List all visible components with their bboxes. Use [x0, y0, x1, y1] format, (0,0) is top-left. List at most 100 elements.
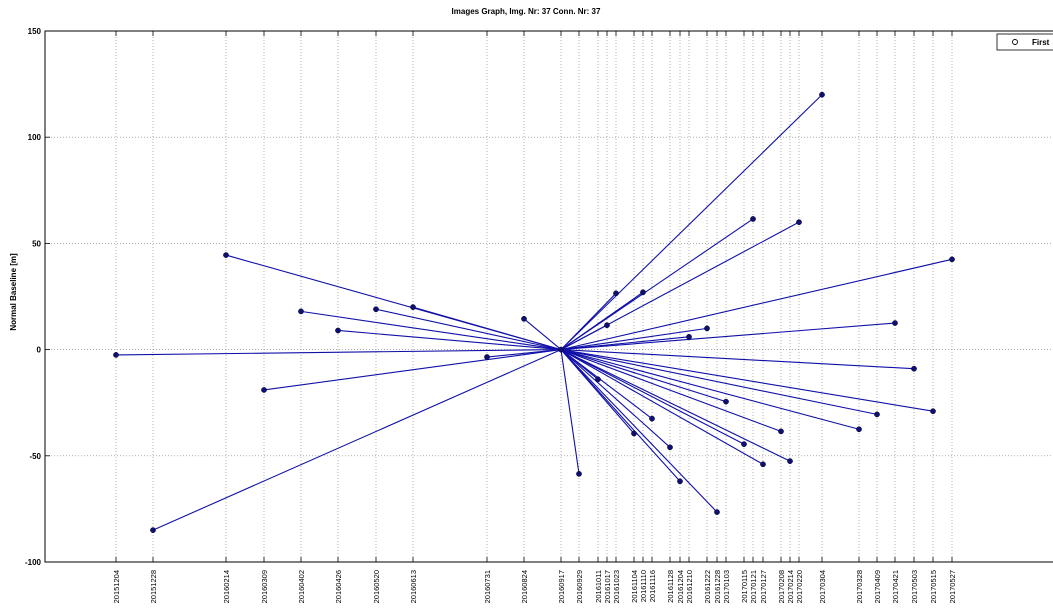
y-tick-label: 50 — [32, 239, 41, 248]
y-axis-label: Normal Baseline [m] — [9, 253, 18, 331]
data-point — [787, 458, 793, 464]
acquisition-points — [113, 91, 955, 533]
plot-area-frame — [44, 30, 1053, 563]
legend-marker — [1012, 39, 1018, 45]
x-tick-label: 20160426 — [334, 570, 343, 603]
connection-line — [560, 349, 681, 482]
connection-line — [152, 349, 562, 531]
data-point — [778, 428, 784, 435]
x-tick-label: 20160402 — [297, 570, 306, 603]
x-tick-label: 20170220 — [795, 570, 804, 603]
connection-line — [560, 218, 754, 351]
data-point — [930, 408, 936, 415]
x-tick-label: 20161023 — [612, 570, 621, 603]
connection-line — [560, 349, 580, 474]
data-point — [521, 315, 527, 322]
connection-line — [560, 327, 708, 351]
x-tick-label: 20161011 — [594, 570, 603, 603]
x-tick-label: 20170503 — [910, 570, 919, 603]
connection-line — [560, 349, 653, 420]
data-point — [649, 415, 655, 422]
data-point — [631, 430, 637, 437]
x-tick-label: 20170328 — [855, 570, 864, 603]
data-point — [704, 325, 710, 332]
x-tick-label: 20151228 — [149, 570, 158, 603]
x-tick-label: 20160929 — [575, 570, 584, 603]
legend: First — [996, 33, 1053, 51]
x-tick-label: 20161116 — [648, 570, 657, 602]
data-point — [640, 289, 646, 296]
connection-line — [337, 329, 562, 351]
x-tick-label: 20160520 — [372, 570, 381, 603]
x-tick-label: 20161104 — [630, 570, 639, 603]
data-point — [819, 91, 825, 98]
baseline-connections — [115, 94, 953, 531]
x-tick-label: 20161110 — [639, 570, 648, 602]
data-point — [714, 509, 720, 515]
x-tick-label: 20160613 — [409, 570, 418, 603]
connection-line — [115, 349, 562, 356]
x-tick-label: 20160731 — [483, 570, 492, 603]
data-point — [874, 411, 880, 418]
connection-line — [560, 349, 745, 445]
chart-title: Images Graph, Img. Nr: 37 Conn. Nr: 37 — [452, 7, 601, 16]
data-point — [604, 322, 610, 329]
x-tick-label: 20161222 — [703, 570, 712, 603]
x-tick-label: 20161210 — [685, 570, 694, 603]
x-tick-label: 20160917 — [557, 570, 566, 603]
data-point — [410, 304, 416, 310]
y-tick-label: -100 — [25, 558, 42, 567]
x-tick-label: 20151204 — [112, 570, 121, 603]
connection-line — [560, 322, 896, 351]
data-point — [892, 320, 898, 326]
connection-line — [560, 349, 671, 448]
connection-line — [486, 349, 562, 358]
data-point — [113, 352, 119, 358]
connection-line — [560, 349, 764, 465]
connection-line — [263, 349, 562, 391]
x-tick-label: 20170115 — [740, 570, 749, 603]
data-point — [223, 252, 229, 258]
connection-line — [560, 258, 953, 351]
x-tick-label: 20170421 — [891, 570, 900, 603]
connection-line — [560, 349, 727, 403]
connection-line — [523, 318, 562, 351]
x-tick-label: 20160824 — [520, 570, 529, 603]
connection-line — [560, 94, 823, 350]
data-point — [335, 327, 341, 334]
master-point — [558, 346, 564, 353]
data-point — [576, 471, 582, 477]
y-tick-label: 150 — [28, 27, 42, 36]
data-point — [150, 527, 156, 533]
x-tick-label: 20170103 — [722, 570, 731, 603]
connection-line — [412, 306, 562, 351]
data-point — [613, 290, 619, 297]
legend-box — [996, 33, 1053, 51]
connection-line — [560, 349, 915, 370]
x-tick-label: 20170515 — [929, 570, 938, 603]
connection-line — [375, 308, 562, 351]
x-axis-tick-labels: 20151204 20151228 20160214 20160309 20160402… — [112, 570, 957, 603]
x-tick-label: 20161204 — [676, 570, 685, 603]
x-tick-label: 20161128 — [666, 570, 675, 603]
x-tick-label: 20170304 — [818, 570, 827, 603]
connection-line — [560, 349, 791, 462]
data-point — [298, 308, 304, 315]
x-tick-label: 20170409 — [873, 570, 882, 603]
x-tick-label: 20170127 — [759, 570, 768, 603]
data-point — [949, 256, 955, 263]
data-point — [796, 219, 802, 226]
data-point — [373, 306, 379, 313]
data-point — [760, 461, 766, 468]
connection-line — [560, 349, 878, 415]
x-tick-label: 20160309 — [260, 570, 269, 603]
connection-line — [560, 349, 934, 412]
y-axis: -100 -50 0 50 100 150 — [25, 27, 50, 567]
y-tick-label: 100 — [28, 133, 42, 142]
data-point — [677, 478, 683, 485]
legend-entry-first: First — [1032, 38, 1050, 47]
connection-line — [560, 221, 800, 351]
data-point — [911, 365, 917, 372]
